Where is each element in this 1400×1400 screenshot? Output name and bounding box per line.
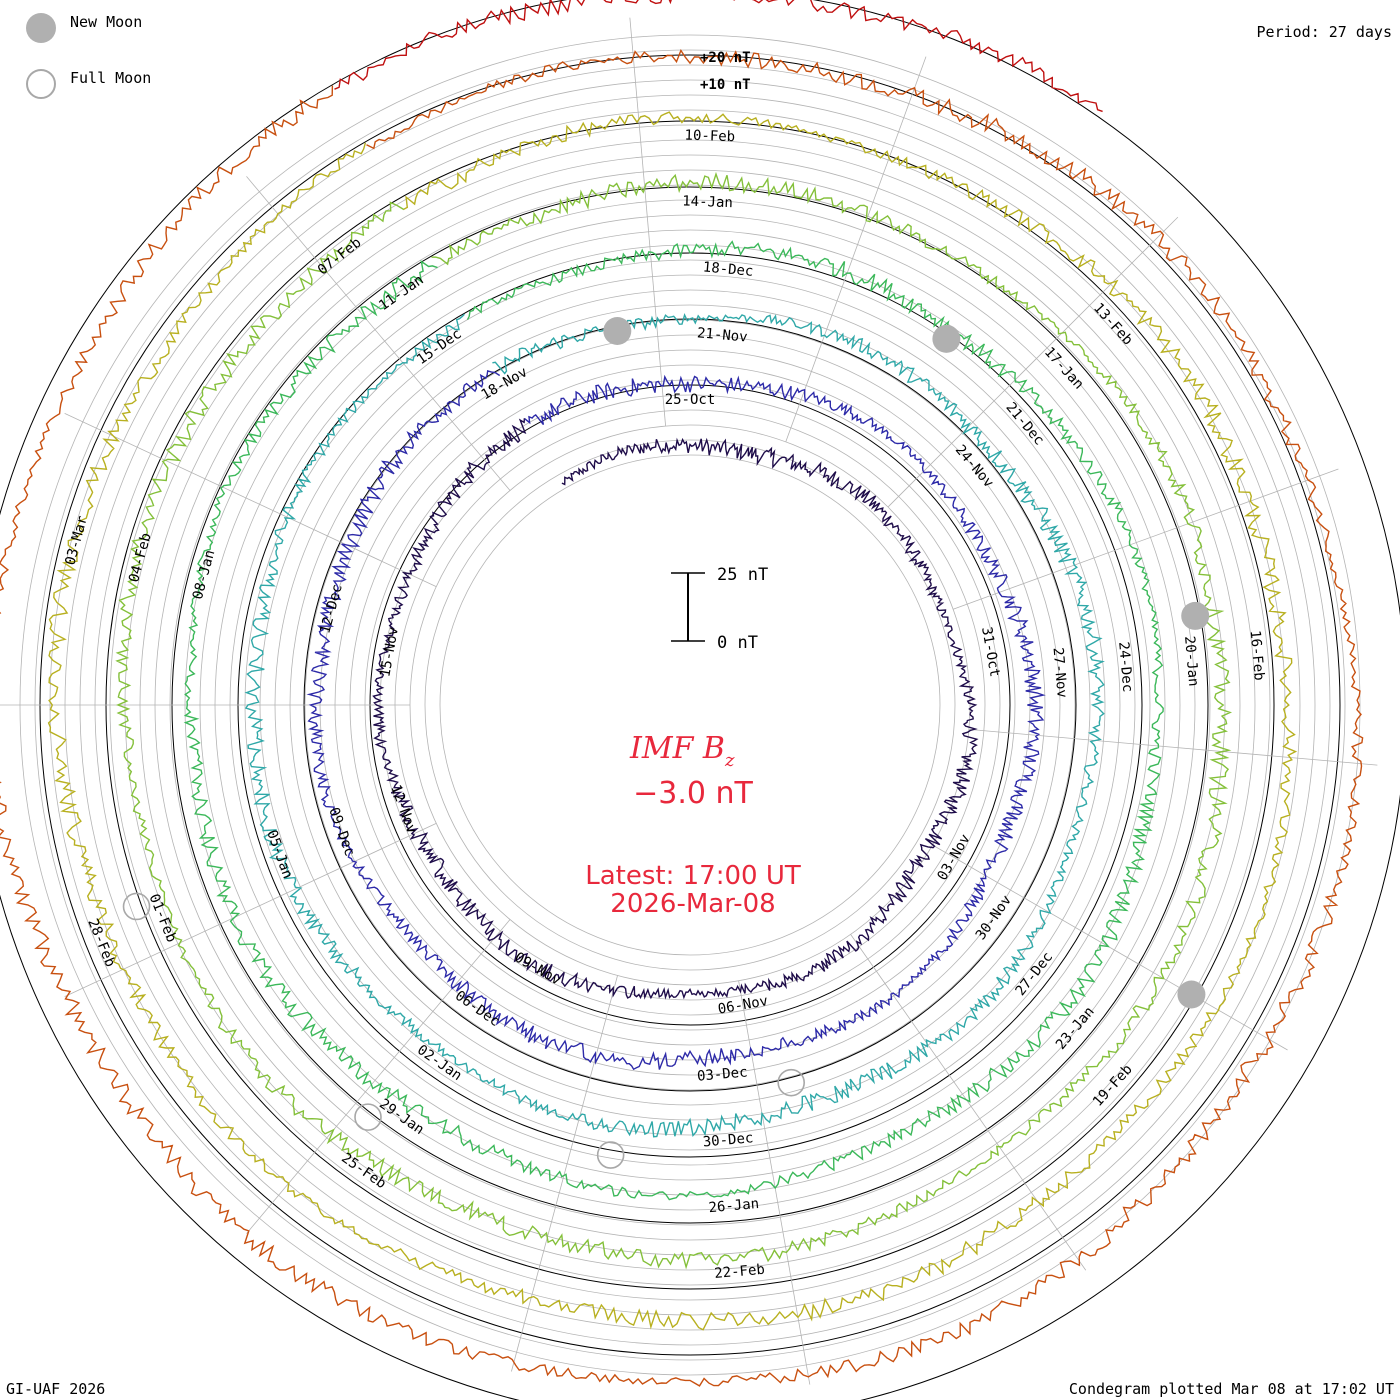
date-label: 12-Nov — [387, 783, 419, 836]
date-label: 15-Nov — [377, 626, 402, 679]
date-label: 21-Nov — [696, 325, 748, 345]
date-label: 20-Jan — [1181, 635, 1201, 687]
date-label: 30-Dec — [702, 1130, 754, 1150]
series-line-oct-nov — [372, 418, 979, 1000]
grid-spoke — [968, 729, 1378, 766]
date-label: 06-Dec — [452, 988, 503, 1030]
full-moon-marker — [122, 892, 151, 921]
grid-spoke — [511, 975, 618, 1372]
date-label: 26-Jan — [708, 1196, 760, 1216]
full-moon-marker — [777, 1068, 805, 1097]
grid-spoke — [64, 822, 437, 997]
date-label: 18-Nov — [479, 364, 531, 403]
center-title: IMF Bz — [629, 731, 735, 771]
scale-top-label: +20 nT — [700, 50, 751, 66]
grid-ring — [424, 439, 956, 971]
grid-spoke — [850, 934, 1087, 1271]
date-label: 13-Feb — [1090, 300, 1136, 348]
full-moon-label: Full Moon — [70, 69, 152, 87]
date-label: 06-Nov — [717, 993, 770, 1018]
date-label: 14-Jan — [682, 193, 733, 211]
grid-spoke — [246, 176, 511, 491]
series-line-mar — [334, 0, 1103, 113]
new-moon-marker — [932, 324, 961, 353]
new-moon-label: New Moon — [70, 13, 143, 31]
scale-bar: 25 nT 0 nT — [671, 565, 768, 653]
series-line-dec-jan — [183, 240, 1164, 1201]
date-label: 27-Nov — [1049, 647, 1069, 699]
latest-date: 2026-Mar-08 — [610, 889, 775, 919]
date-label: 29-Jan — [376, 1096, 427, 1138]
date-label: 24-Nov — [952, 442, 997, 491]
series-line-nov-dec — [306, 369, 1046, 1071]
date-label: 23-Jan — [1053, 1004, 1098, 1053]
date-label: 17-Jan — [1041, 344, 1087, 392]
scale-bar-bottom: 0 nT — [717, 633, 758, 653]
grid-spokes — [0, 17, 1378, 1385]
series-line-jan — [115, 171, 1233, 1270]
grid-spoke — [246, 919, 511, 1234]
series-line-feb-mar — [0, 48, 1364, 1387]
date-label: 19-Feb — [1090, 1062, 1136, 1110]
series-line-jan-feb — [47, 111, 1298, 1331]
grid-spoke — [887, 216, 1179, 508]
center-readout: IMF Bz −3.0 nT Latest: 17:00 UT 2026-Mar… — [585, 731, 801, 919]
latest-time: Latest: 17:00 UT — [585, 861, 801, 891]
date-label: 09-Nov — [512, 950, 564, 989]
date-label: 11-Jan — [376, 272, 427, 314]
new-moon-marker — [1181, 601, 1210, 630]
new-moon-marker — [1177, 980, 1206, 1009]
date-label: 25-Oct — [665, 392, 716, 408]
date-label: 24-Dec — [1115, 641, 1135, 693]
date-label: 03-Dec — [696, 1064, 748, 1084]
new-moon-icon — [26, 13, 56, 43]
legend-full-moon: Full Moon — [26, 69, 186, 99]
series-line-dec — [244, 313, 1105, 1138]
full-moon-marker — [596, 1141, 625, 1169]
grid-spoke — [952, 468, 1339, 610]
grid-spoke — [785, 56, 927, 443]
date-label: 31-Oct — [978, 626, 1003, 679]
grid-spoke — [629, 17, 666, 427]
grid-spoke — [64, 413, 437, 588]
credit-label: GI-UAF 2026 — [6, 1380, 106, 1398]
series-group — [0, 0, 1364, 1387]
new-moon-marker — [603, 317, 632, 346]
center-value: −3.0 nT — [633, 776, 753, 811]
grid-spoke — [932, 844, 1288, 1051]
date-label: 09-Dec — [325, 805, 357, 858]
date-label: 22-Feb — [714, 1262, 766, 1282]
date-label: 03-Nov — [935, 832, 974, 884]
scale-second-label: +10 nT — [700, 77, 751, 93]
legend-new-moon: New Moon — [26, 13, 186, 43]
scale-bar-top: 25 nT — [717, 565, 768, 585]
period-label: Period: 27 days — [1256, 23, 1392, 41]
date-label: 10-Feb — [684, 127, 735, 145]
plot-time-label: Condegram plotted Mar 08 at 17:02 UT — [1068, 1380, 1394, 1398]
date-label: 05-Jan — [263, 828, 295, 881]
full-moon-icon — [26, 69, 56, 99]
grid-ring — [439, 454, 941, 956]
moon-markers — [122, 317, 1210, 1169]
full-moon-marker — [354, 1103, 382, 1131]
date-label: 18-Dec — [702, 259, 754, 279]
date-label: 25-Feb — [338, 1150, 389, 1192]
date-label: 30-Nov — [973, 892, 1015, 943]
date-label: 16-Feb — [1247, 630, 1267, 682]
